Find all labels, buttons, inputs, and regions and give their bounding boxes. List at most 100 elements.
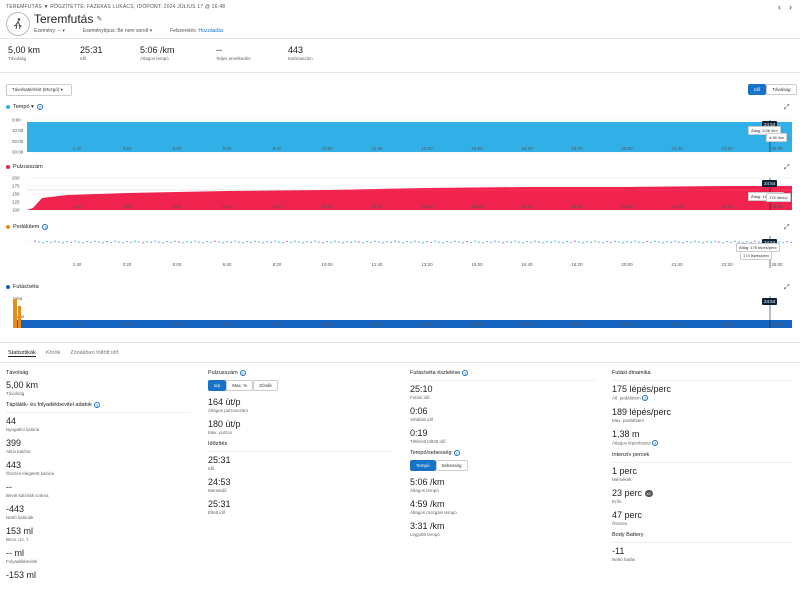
cadence-point <box>370 241 372 244</box>
page-title[interactable]: Teremfutás <box>34 12 94 26</box>
cadence-point <box>218 241 220 243</box>
edit-pencil-icon[interactable]: ✎ <box>96 16 103 23</box>
cadence-point <box>426 240 428 243</box>
cadence-point <box>614 240 616 242</box>
event-type-field[interactable]: Eseménytípus: Be nem sorolt ▾ <box>82 28 153 34</box>
tempo-value-tooltip: 4:36 /km <box>766 133 788 142</box>
cursor-time-badge: 24:54 <box>762 239 778 246</box>
next-arrow[interactable]: › <box>789 2 792 12</box>
cadence-point <box>598 241 600 243</box>
expand-icon[interactable]: ⤢ <box>784 104 790 111</box>
x-tick-label: 6:40 <box>223 204 232 209</box>
cadence-point <box>198 241 200 243</box>
cadence-point <box>386 240 388 243</box>
cadence-point <box>458 241 460 243</box>
cadence-point <box>566 240 568 243</box>
hr-max-button[interactable]: Max. % <box>226 380 254 391</box>
x-tick-label: 10:00 <box>321 204 333 209</box>
expand-icon[interactable]: ⤢ <box>784 284 790 291</box>
cadence-point <box>590 241 592 244</box>
cadence-point <box>50 241 52 244</box>
cadence-point <box>186 240 188 243</box>
cadence-point <box>618 241 620 243</box>
cadence-point <box>442 242 444 244</box>
smoothing-dropdown[interactable]: Távolsatérítést (Mozgó) ▾ <box>6 84 72 96</box>
cadence-point <box>674 240 676 242</box>
cadence-point <box>546 240 548 243</box>
speed-button[interactable]: Sebesség <box>435 460 468 471</box>
cadence-point <box>478 241 480 243</box>
x-tick-label: 23:20 <box>721 322 733 327</box>
cadence-point <box>202 242 204 244</box>
info-icon[interactable]: ? <box>42 224 49 230</box>
tab-statistics[interactable]: Statisztikák <box>8 350 36 357</box>
cadence-point <box>502 242 504 244</box>
cadence-point <box>214 240 216 242</box>
cadence-point <box>666 240 668 243</box>
distance-value: 5,00 km <box>6 380 39 390</box>
cadence-point <box>554 240 556 242</box>
cadence-point <box>602 242 604 244</box>
cadence-point <box>434 240 436 242</box>
cadence-point <box>302 242 304 244</box>
tempo-chart-title[interactable]: Tempó ▾? <box>6 104 43 110</box>
cadence-point <box>54 240 56 242</box>
cadence-point <box>658 241 660 243</box>
charts-area[interactable]: 0:00 10:00 20:00 30:00 1:40 3:20 5:00 6:40 8:20 1… <box>0 112 800 334</box>
run-bar <box>13 320 792 328</box>
cadence-point <box>106 240 108 243</box>
cadence-point <box>278 241 280 243</box>
y-tick-label: 100 <box>12 208 20 213</box>
cadence-point <box>726 240 728 243</box>
cadence-point <box>438 241 440 243</box>
cadence-point <box>42 242 44 244</box>
pace-button[interactable]: Tempó <box>410 460 436 471</box>
info-icon[interactable]: ? <box>652 440 659 446</box>
cadence-point <box>306 240 308 243</box>
cadence-point <box>326 240 328 243</box>
info-icon[interactable]: ? <box>239 370 246 376</box>
prev-arrow[interactable]: ‹ <box>778 2 781 12</box>
x-tick-label: 3:20 <box>123 146 132 151</box>
info-icon[interactable]: ? <box>36 104 43 110</box>
summary-pace: 5:06 /km Átlagos tempó <box>140 45 175 61</box>
event-field[interactable]: Esemény: -- ▾ <box>34 28 65 34</box>
cadence-point <box>626 240 628 243</box>
info-icon[interactable]: ? <box>642 395 649 401</box>
cadence-point <box>562 242 564 244</box>
cadence-point <box>718 241 720 243</box>
cadence-point <box>366 240 368 243</box>
cadence-point <box>374 240 376 242</box>
cadence-point <box>138 241 140 243</box>
x-tick-label: 21:40 <box>671 262 683 267</box>
hr-bpm-button[interactable]: ü/p <box>208 380 227 391</box>
x-tick-label: 1:40 <box>73 146 82 151</box>
x-tick-label: 5:00 <box>173 146 182 151</box>
cadence-point <box>126 240 128 243</box>
cadence-point <box>570 241 572 244</box>
cadence-point <box>390 241 392 244</box>
expand-icon[interactable]: ⤢ <box>784 224 790 231</box>
gear-field[interactable]: Felszerelés: Hozzáadás <box>170 28 224 34</box>
x-tick-label: 3:20 <box>123 262 132 267</box>
expand-icon[interactable]: ⤢ <box>784 164 790 171</box>
cadence-point <box>310 241 312 244</box>
cadence-point <box>586 240 588 243</box>
cadence-point <box>62 242 64 244</box>
breadcrumb[interactable]: TEREMFUTÁS ▼ RÖGZÍTETTE: FAZEKAS LUKÁCS,… <box>6 4 226 10</box>
cadence-point <box>482 242 484 244</box>
info-icon[interactable]: ? <box>93 402 100 408</box>
info-icon[interactable]: ? <box>453 450 460 456</box>
x-tick-label: 11:40 <box>372 204 383 209</box>
x-tick-label: 20:00 <box>621 262 633 267</box>
cadence-point <box>694 240 696 242</box>
hr-zones-button[interactable]: Zónák <box>253 380 278 391</box>
toggle-distance[interactable]: Távolság <box>766 84 797 95</box>
tab-time-in-zones[interactable]: Zónákban töltött idő <box>70 350 119 356</box>
toggle-time[interactable]: Idő <box>748 84 767 95</box>
cadence-point <box>70 241 72 244</box>
activity-type-icon <box>6 12 30 36</box>
cadence-point <box>334 240 336 242</box>
tab-laps[interactable]: Körök <box>45 350 61 356</box>
info-icon[interactable]: ? <box>462 370 469 376</box>
